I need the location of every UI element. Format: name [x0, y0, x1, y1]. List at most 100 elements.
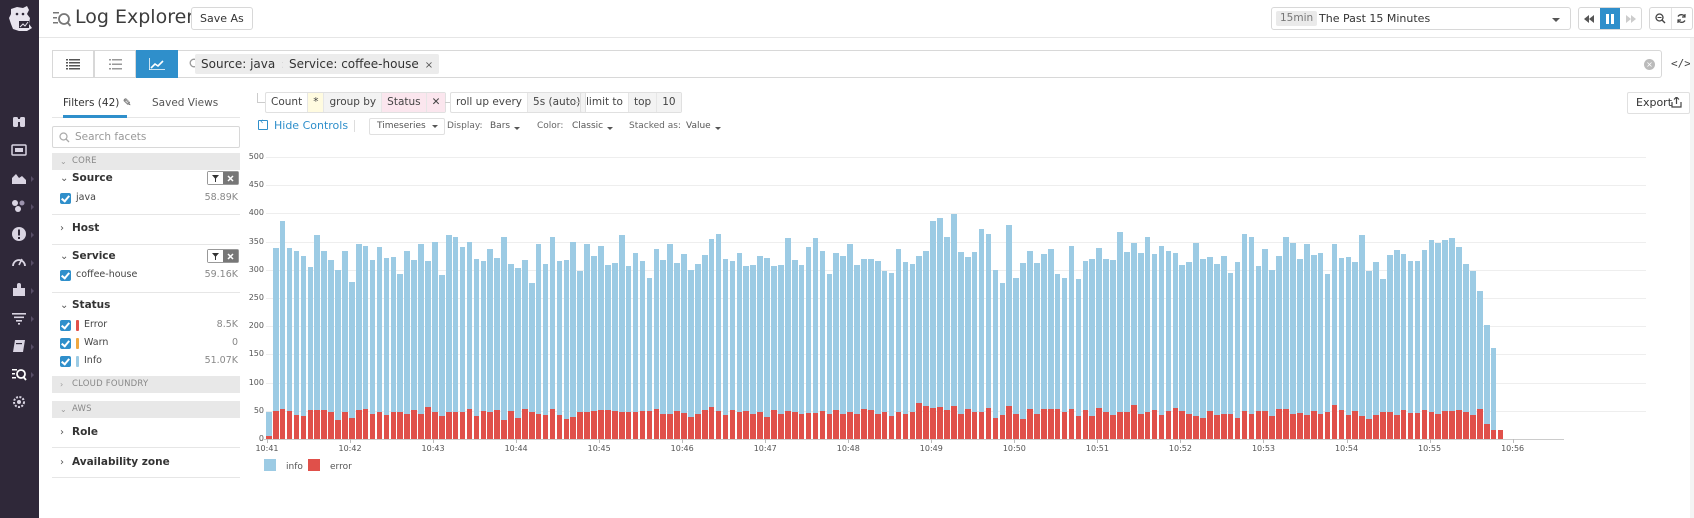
bar-error[interactable]: [708, 407, 715, 439]
clear-facet-icon[interactable]: [223, 172, 238, 184]
bar-error[interactable]: [874, 413, 881, 439]
measure-select[interactable]: Count: [266, 93, 309, 112]
bar-info[interactable]: [625, 265, 632, 413]
bar-error[interactable]: [1490, 429, 1497, 439]
bar-error[interactable]: [1179, 410, 1186, 439]
bar-info[interactable]: [722, 259, 729, 415]
bar-info[interactable]: [286, 247, 293, 412]
bubbles-icon[interactable]: [10, 198, 28, 214]
bar-info[interactable]: [757, 255, 763, 412]
bar-info[interactable]: [812, 238, 819, 414]
bar-info[interactable]: [1110, 259, 1116, 415]
bar-info[interactable]: [1172, 253, 1179, 408]
filter-icon[interactable]: [208, 172, 223, 184]
bar-info[interactable]: [1054, 273, 1061, 409]
checkbox-checked[interactable]: [60, 193, 71, 204]
bar-error[interactable]: [508, 410, 514, 439]
bar-error[interactable]: [1193, 416, 1199, 439]
bar-info[interactable]: [404, 250, 410, 415]
bar-error[interactable]: [1338, 409, 1345, 439]
bar-info[interactable]: [300, 256, 307, 417]
bar-info[interactable]: [335, 269, 341, 420]
bar-error[interactable]: [425, 406, 431, 439]
bar-info[interactable]: [1227, 272, 1234, 414]
facet-group-availability-zone[interactable]: › Availability zone: [60, 456, 170, 468]
bar-info[interactable]: [715, 234, 722, 412]
bar-info[interactable]: [487, 249, 494, 413]
bar-info[interactable]: [701, 254, 708, 410]
bar-error[interactable]: [349, 417, 355, 439]
filter-icon[interactable]: [208, 250, 223, 262]
bar-error[interactable]: [1089, 416, 1096, 439]
notebook-icon[interactable]: [10, 338, 28, 354]
bar-error[interactable]: [944, 409, 950, 439]
bar-info[interactable]: [445, 235, 452, 412]
viz-type-select[interactable]: Timeseries: [369, 118, 445, 135]
bar-error[interactable]: [1380, 412, 1386, 439]
bar-info[interactable]: [999, 282, 1006, 415]
puzzle-icon[interactable]: [10, 282, 28, 298]
bar-error[interactable]: [701, 409, 708, 439]
bar-error[interactable]: [1331, 405, 1338, 439]
bar-info[interactable]: [459, 247, 466, 413]
bar-info[interactable]: [542, 263, 549, 415]
bar-error[interactable]: [494, 410, 500, 439]
bar-error[interactable]: [618, 411, 625, 439]
bar-error[interactable]: [605, 409, 611, 439]
bar-error[interactable]: [459, 412, 466, 439]
bar-error[interactable]: [826, 414, 833, 439]
bar-info[interactable]: [1158, 246, 1165, 416]
bar-error[interactable]: [868, 410, 874, 439]
bar-info[interactable]: [916, 255, 923, 404]
bar-error[interactable]: [778, 414, 784, 439]
bar-error[interactable]: [1200, 417, 1206, 439]
bar-error[interactable]: [632, 412, 639, 439]
bar-error[interactable]: [1207, 411, 1213, 439]
bar-error[interactable]: [646, 410, 653, 439]
bar-error[interactable]: [1117, 412, 1123, 439]
bar-error[interactable]: [293, 414, 300, 439]
bar-info[interactable]: [411, 260, 417, 410]
search-pill-service[interactable]: Service: coffee-house ×: [283, 54, 440, 74]
bar-info[interactable]: [1144, 236, 1151, 412]
bar-error[interactable]: [1124, 412, 1130, 439]
bar-error[interactable]: [1477, 409, 1483, 439]
rewind-button[interactable]: [1579, 8, 1600, 29]
display-select[interactable]: Bars: [490, 121, 526, 131]
bar-error[interactable]: [1041, 409, 1047, 439]
bar-error[interactable]: [1449, 410, 1455, 439]
bar-info[interactable]: [1269, 270, 1275, 416]
fast-forward-button[interactable]: [1620, 8, 1641, 29]
bar-error[interactable]: [902, 414, 909, 439]
bar-error[interactable]: [390, 412, 397, 439]
bar-error[interactable]: [688, 417, 694, 439]
pencil-icon[interactable]: ✎: [122, 97, 132, 109]
bar-error[interactable]: [840, 413, 846, 439]
bar-error[interactable]: [1304, 414, 1310, 439]
bar-info[interactable]: [909, 264, 916, 412]
bar-info[interactable]: [1117, 232, 1123, 413]
checkbox-checked[interactable]: [60, 320, 71, 331]
bar-error[interactable]: [522, 408, 528, 439]
bar-error[interactable]: [1359, 416, 1365, 439]
bar-error[interactable]: [888, 416, 895, 439]
bar-error[interactable]: [1165, 410, 1172, 439]
bar-info[interactable]: [1456, 247, 1462, 411]
bar-error[interactable]: [570, 417, 577, 439]
bar-info[interactable]: [1234, 262, 1241, 418]
bar-error[interactable]: [1393, 414, 1400, 439]
bar-error[interactable]: [1456, 410, 1462, 439]
bar-info[interactable]: [874, 261, 881, 414]
bar-error[interactable]: [314, 410, 321, 439]
bar-error[interactable]: [833, 409, 840, 439]
bar-error[interactable]: [791, 411, 798, 439]
bar-info[interactable]: [1200, 259, 1206, 418]
bar-info[interactable]: [418, 244, 424, 414]
bar-info[interactable]: [1324, 273, 1331, 412]
bar-info[interactable]: [1262, 249, 1269, 412]
bar-error[interactable]: [1151, 410, 1158, 439]
bar-error[interactable]: [1234, 417, 1241, 439]
bar-info[interactable]: [1047, 248, 1054, 409]
facet-item-info[interactable]: Info 51.07K: [60, 355, 238, 369]
bar-error[interactable]: [798, 414, 805, 439]
